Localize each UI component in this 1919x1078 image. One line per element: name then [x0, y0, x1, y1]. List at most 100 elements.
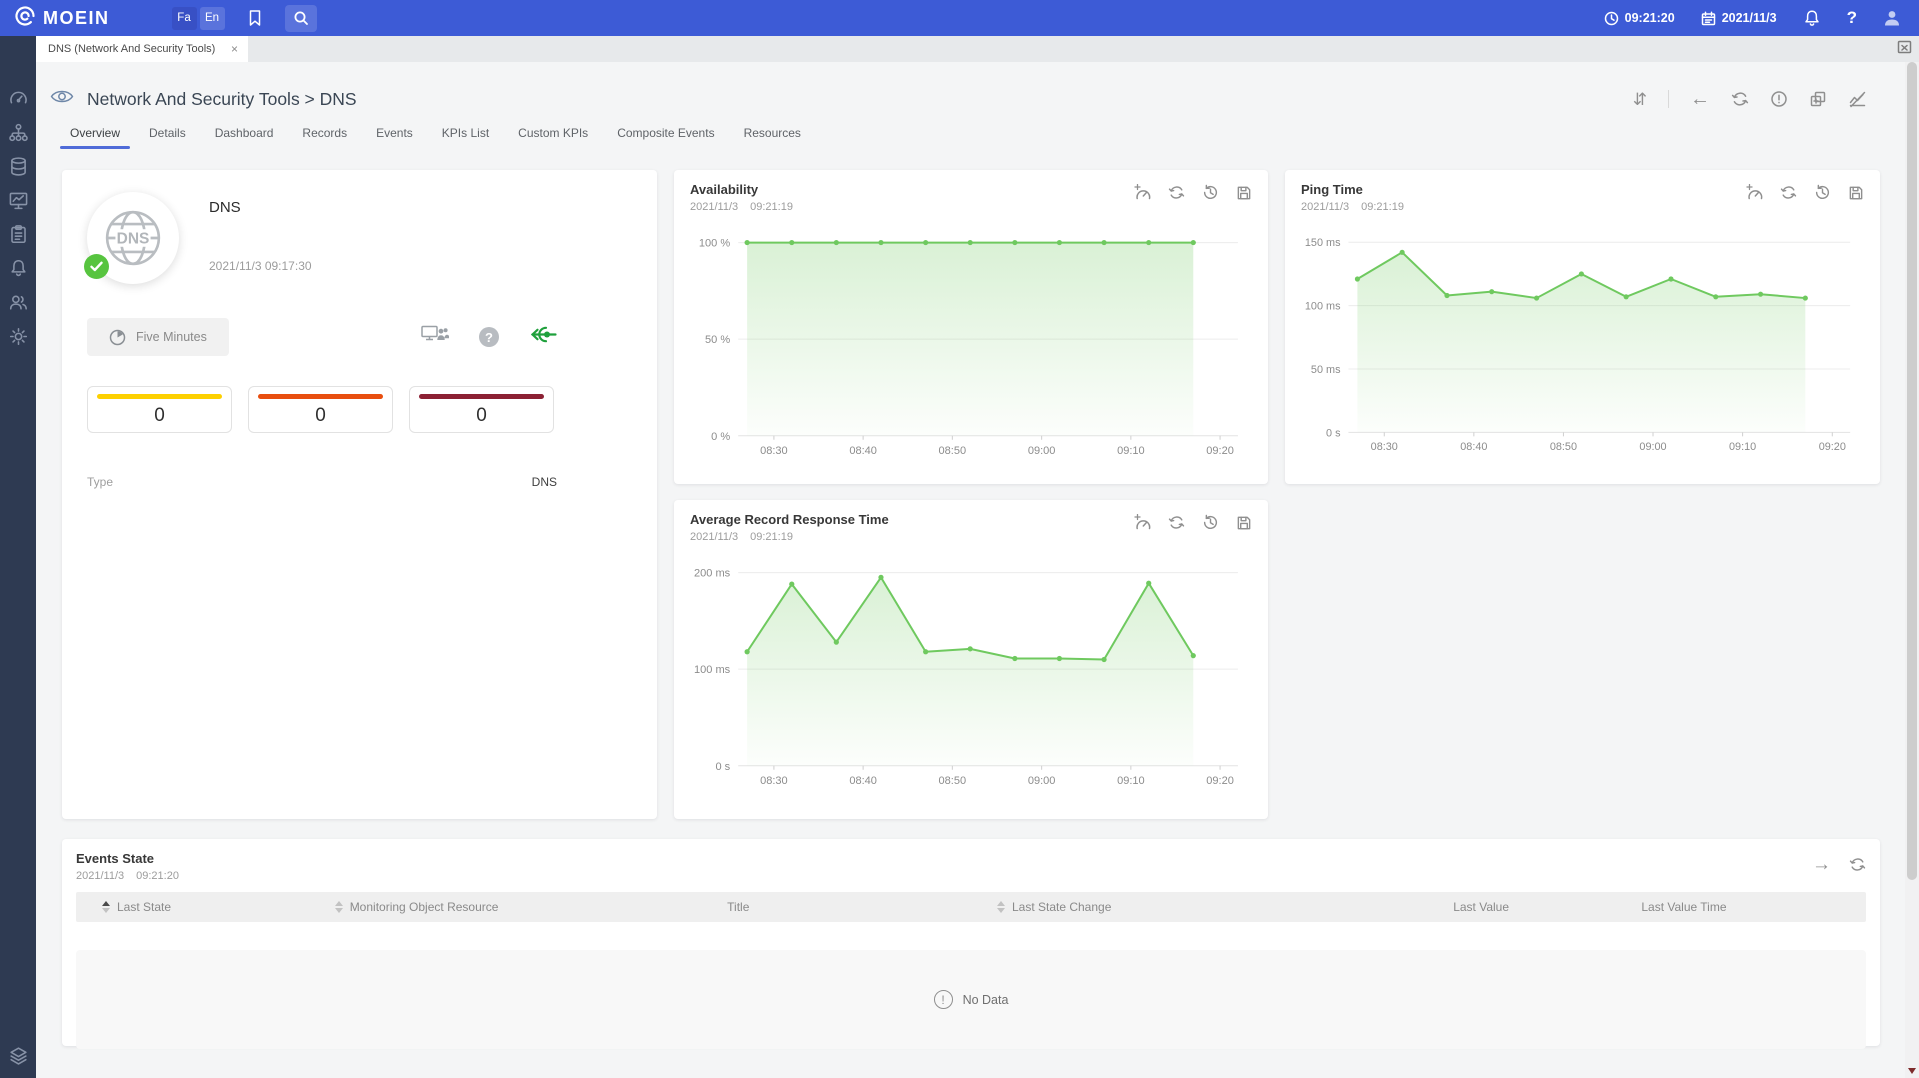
gauge-plus-icon[interactable] — [1132, 514, 1151, 531]
chart-date: 2021/11/3 — [690, 531, 738, 543]
chart-title: Ping Time — [1301, 182, 1404, 197]
tab-details[interactable]: Details — [149, 126, 186, 149]
no-data-icon: ! — [934, 990, 953, 1009]
tab-close-icon[interactable]: × — [231, 42, 238, 56]
svg-text:08:30: 08:30 — [760, 775, 788, 787]
question-icon[interactable]: ? — [479, 327, 499, 347]
vertical-scrollbar[interactable] — [1905, 62, 1919, 1078]
column-header-monitoring-object-resource[interactable]: Monitoring Object Resource — [309, 900, 506, 914]
sidebar-item-services-layers-icon[interactable] — [8, 1045, 29, 1066]
sort-icon[interactable] — [102, 901, 110, 913]
help-icon[interactable]: ? — [1847, 8, 1857, 28]
current-date[interactable]: 2021/11/3 — [1701, 11, 1777, 26]
close-all-tabs-icon[interactable] — [1896, 38, 1913, 60]
tab-dashboard[interactable]: Dashboard — [215, 126, 274, 149]
bookmark-icon[interactable] — [247, 9, 263, 27]
sort-icon[interactable] — [335, 901, 343, 913]
history-icon[interactable] — [1814, 184, 1831, 201]
chart-date: 2021/11/3 — [1301, 201, 1349, 213]
document-tab-dns[interactable]: DNS (Network And Security Tools) × — [36, 36, 248, 62]
svg-text:09:00: 09:00 — [1028, 775, 1056, 787]
svg-text:09:00: 09:00 — [1639, 441, 1666, 453]
refresh-icon[interactable] — [1849, 856, 1866, 873]
svg-text:08:40: 08:40 — [1460, 441, 1487, 453]
ping-time-chart[interactable]: 0 s50 ms100 ms150 ms08:3008:4008:5009:00… — [1301, 223, 1864, 460]
monitor-users-icon[interactable] — [421, 325, 449, 349]
save-icon[interactable] — [1848, 185, 1864, 201]
current-time: 09:21:20 — [1604, 11, 1675, 26]
save-icon[interactable] — [1236, 515, 1252, 531]
page-nav-tabs: Overview Details Dashboard Records Events KPI… — [36, 110, 1919, 149]
copy-plus-icon[interactable] — [1809, 90, 1827, 108]
sidebar-item-database-icon[interactable] — [8, 156, 29, 177]
gauge-plus-icon[interactable] — [1132, 184, 1151, 201]
arrow-right-icon[interactable]: → — [1812, 855, 1831, 874]
column-label: Last State — [117, 900, 171, 914]
tab-records[interactable]: Records — [302, 126, 347, 149]
column-label: Last State Change — [1012, 900, 1111, 914]
info-icon[interactable] — [1770, 90, 1788, 108]
sort-vertical-icon[interactable]: ⇵ — [1633, 91, 1647, 108]
connection-icon[interactable] — [529, 326, 557, 348]
chart-actions — [1744, 182, 1864, 201]
notifications-bell-icon[interactable] — [1803, 9, 1821, 28]
refresh-icon[interactable] — [1731, 90, 1749, 108]
chart-slash-icon[interactable] — [1848, 90, 1867, 108]
tabbar-corner — [0, 36, 36, 62]
scroll-down-arrow[interactable] — [1908, 1068, 1916, 1074]
language-toggle: Fa En — [172, 7, 225, 30]
tab-events[interactable]: Events — [376, 126, 413, 149]
svg-text:100 ms: 100 ms — [1305, 301, 1341, 313]
avg-record-response-chart-card: Average Record Response Time 2021/11/309… — [674, 500, 1268, 819]
tab-custom-kpis[interactable]: Custom KPIs — [518, 126, 588, 149]
interval-button[interactable]: Five Minutes — [87, 318, 229, 356]
column-label: Monitoring Object Resource — [350, 900, 499, 914]
save-icon[interactable] — [1236, 185, 1252, 201]
sidebar-item-users-icon[interactable] — [8, 292, 29, 313]
history-icon[interactable] — [1202, 514, 1219, 531]
history-icon[interactable] — [1202, 184, 1219, 201]
clock-icon — [1604, 11, 1619, 26]
tab-overview[interactable]: Overview — [70, 126, 120, 149]
counters: 000 — [87, 386, 557, 433]
lang-en-button[interactable]: En — [200, 7, 225, 30]
svg-text:200 ms: 200 ms — [694, 568, 731, 580]
svg-text:09:10: 09:10 — [1117, 445, 1145, 457]
sidebar-item-reports-clipboard-icon[interactable] — [8, 224, 29, 245]
sort-icon[interactable] — [997, 901, 1005, 913]
sidebar-item-monitoring-screen-icon[interactable] — [8, 190, 29, 211]
counter-severity-bar — [97, 394, 222, 399]
search-icon[interactable] — [285, 5, 317, 32]
counter-value: 0 — [154, 405, 165, 427]
event-counter-2[interactable]: 0 — [409, 386, 554, 433]
user-avatar-icon[interactable] — [1883, 9, 1901, 27]
scrollbar-thumb[interactable] — [1907, 62, 1917, 880]
svg-text:08:40: 08:40 — [849, 445, 877, 457]
sidebar-item-dashboard-gauge-icon[interactable] — [8, 88, 29, 109]
sidebar-item-topology-sitemap-icon[interactable] — [8, 122, 29, 143]
app-logo[interactable]: MOEIN — [14, 5, 110, 32]
availability-chart[interactable]: 0 %50 %100 %08:3008:4008:5009:0009:1009:… — [690, 223, 1252, 464]
column-header-last-state[interactable]: Last State — [76, 900, 309, 914]
tab-resources[interactable]: Resources — [744, 126, 801, 149]
tab-composite-events[interactable]: Composite Events — [617, 126, 714, 149]
back-arrow-icon[interactable]: ← — [1690, 89, 1710, 109]
tab-kpis-list[interactable]: KPIs List — [442, 126, 489, 149]
avg-record-response-chart[interactable]: 0 s100 ms200 ms08:3008:4008:5009:0009:10… — [690, 553, 1252, 794]
event-counter-1[interactable]: 0 — [248, 386, 393, 433]
lang-fa-button[interactable]: Fa — [172, 7, 197, 30]
refresh-icon[interactable] — [1168, 184, 1185, 201]
avatar-label: DNS — [117, 231, 150, 248]
refresh-icon[interactable] — [1780, 184, 1797, 201]
refresh-icon[interactable] — [1168, 514, 1185, 531]
sidebar-item-alerts-bell-icon[interactable] — [8, 258, 29, 279]
object-name: DNS — [209, 199, 312, 216]
gauge-plus-icon[interactable] — [1744, 184, 1763, 201]
sidebar-item-settings-gear-icon[interactable] — [8, 326, 29, 347]
svg-text:100 ms: 100 ms — [694, 664, 731, 676]
chart-actions — [1132, 512, 1252, 531]
events-table-header: Last StateMonitoring Object ResourceTitl… — [76, 892, 1866, 922]
topbar: MOEIN Fa En 09:21:20 2021/11/3 — [0, 0, 1919, 36]
event-counter-0[interactable]: 0 — [87, 386, 232, 433]
column-header-last-state-change[interactable]: Last State Change — [971, 900, 1347, 914]
